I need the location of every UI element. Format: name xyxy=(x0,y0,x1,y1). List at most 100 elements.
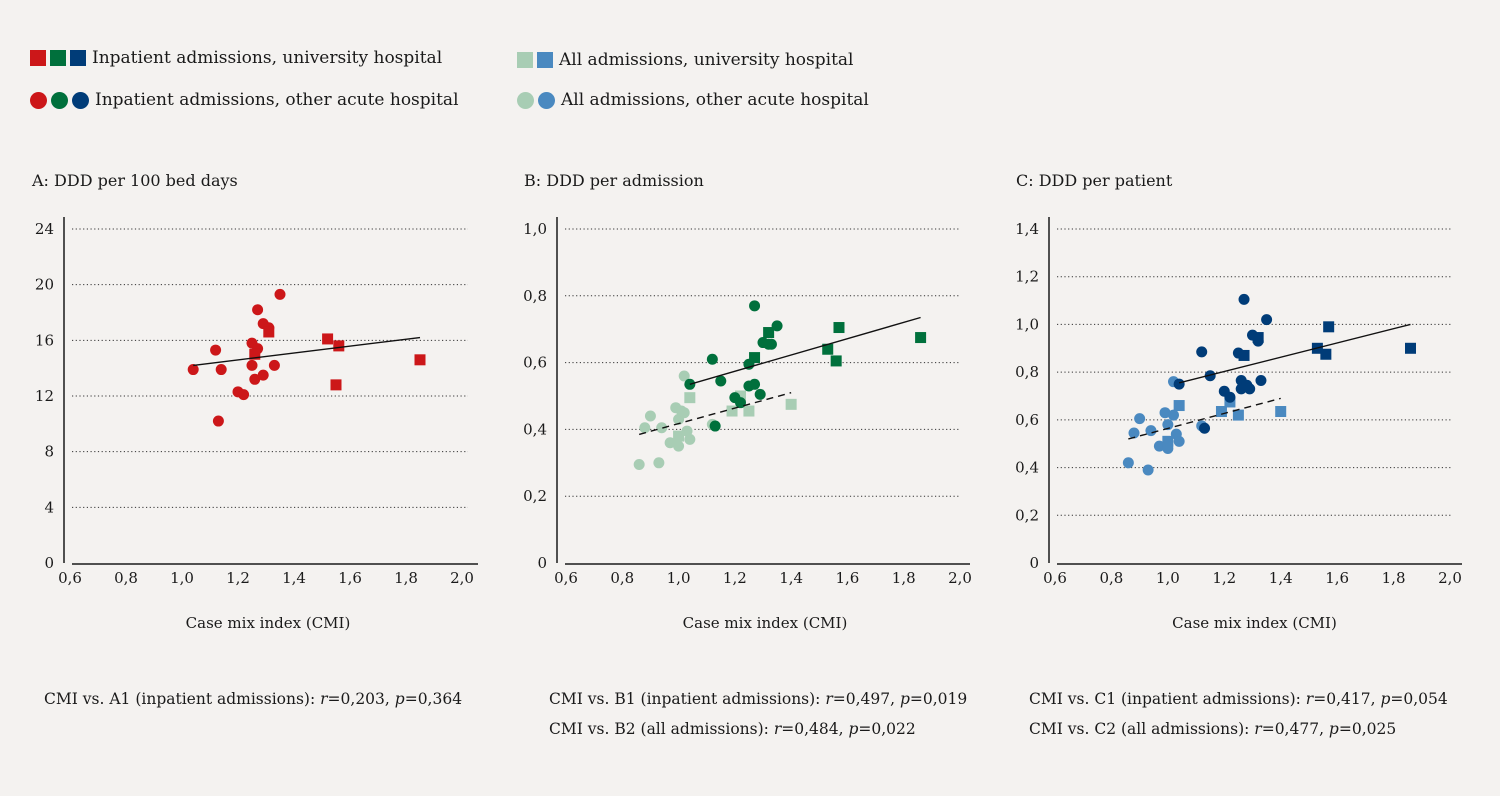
y-tick-label: 0 xyxy=(537,554,547,572)
x-tick-label: 1,4 xyxy=(282,569,306,587)
y-tick-label: 1,0 xyxy=(1015,315,1039,333)
y-tick-label: 0,2 xyxy=(523,487,547,505)
x-tick-label: 0,6 xyxy=(58,569,82,587)
data-point-circle xyxy=(678,370,690,382)
data-point-circle xyxy=(681,425,693,437)
circle-light-blue-icon xyxy=(538,91,555,109)
y-tick-label: 1,4 xyxy=(1015,220,1039,238)
data-point-circle xyxy=(1153,440,1165,452)
data-point-circle xyxy=(246,359,258,371)
y-tick-label: 16 xyxy=(35,331,54,349)
data-point-square xyxy=(734,390,746,402)
legend-item-inpatient-university: Inpatient admissions, university hospita… xyxy=(30,48,442,68)
data-point-circle xyxy=(664,437,676,449)
y-tick-label: 8 xyxy=(44,443,54,461)
data-point-square xyxy=(1238,349,1250,361)
square-blue-icon xyxy=(70,50,86,66)
panel-c-note-1: CMI vs. C1 (inpatient admissions): r=0,4… xyxy=(1029,690,1448,708)
x-tick-label: 2,0 xyxy=(450,569,474,587)
data-point-circle xyxy=(1224,391,1236,403)
x-tick-label: 1,6 xyxy=(1325,569,1349,587)
data-point-circle xyxy=(706,353,718,365)
panel-c-note-2: CMI vs. C2 (all admissions): r=0,477, p=… xyxy=(1029,720,1397,738)
y-tick-label: 0 xyxy=(1029,554,1039,572)
data-point-circle xyxy=(252,304,264,316)
data-point-circle xyxy=(1128,427,1140,439)
data-point-circle xyxy=(715,375,727,387)
data-point-circle xyxy=(1196,346,1208,358)
panel-a-note-1: CMI vs. A1 (inpatient admissions): r=0,2… xyxy=(44,690,463,708)
data-point-circle xyxy=(644,410,656,422)
panel-a-title: A: DDD per 100 bed days xyxy=(32,171,238,190)
data-point-square xyxy=(830,355,842,367)
data-point-circle xyxy=(1244,383,1256,395)
y-tick-label: 0,6 xyxy=(1015,411,1039,429)
data-point-square xyxy=(1323,321,1335,333)
data-point-square xyxy=(333,340,345,352)
data-point-circle xyxy=(1162,419,1174,431)
data-point-square xyxy=(330,379,342,391)
square-green-icon xyxy=(50,50,66,66)
data-point-circle xyxy=(765,338,777,350)
x-tick-label: 2,0 xyxy=(948,569,972,587)
data-point-circle xyxy=(749,378,761,390)
square-red-icon xyxy=(30,50,46,66)
dashed-trendline xyxy=(638,391,792,436)
panel-b-note-2: CMI vs. B2 (all admissions): r=0,484, p=… xyxy=(549,720,916,738)
data-point-square xyxy=(1320,348,1332,360)
data-point-circle xyxy=(678,407,690,419)
data-point-circle xyxy=(1199,422,1211,434)
data-point-square xyxy=(414,354,426,366)
x-tick-label: 1,4 xyxy=(1269,569,1293,587)
y-tick-label: 0,4 xyxy=(523,420,547,438)
x-tick-label: 1,2 xyxy=(1212,569,1236,587)
legend-item-all-other: All admissions, other acute hospital xyxy=(517,90,869,110)
data-point-circle xyxy=(734,397,746,409)
legend-label: Inpatient admissions, other acute hospit… xyxy=(95,90,459,110)
data-point-square xyxy=(726,405,738,417)
panel-b-title: B: DDD per admission xyxy=(524,171,704,190)
x-axis-label: Case mix index (CMI) xyxy=(186,614,351,632)
data-point-square xyxy=(673,430,685,442)
y-tick-label: 20 xyxy=(35,276,54,294)
data-point-circle xyxy=(754,388,766,400)
data-point-circle xyxy=(653,457,665,469)
panel-c-title: C: DDD per patient xyxy=(1016,171,1173,190)
legend-item-inpatient-other: Inpatient admissions, other acute hospit… xyxy=(30,90,459,110)
data-point-circle xyxy=(749,300,761,312)
x-tick-label: 1,2 xyxy=(226,569,250,587)
x-axis-label: Case mix index (CMI) xyxy=(1172,614,1337,632)
data-point-circle xyxy=(187,364,199,376)
x-tick-label: 1,0 xyxy=(667,569,691,587)
data-point-square xyxy=(743,405,755,417)
legend-label: All admissions, university hospital xyxy=(559,50,854,70)
x-tick-label: 1,8 xyxy=(1382,569,1406,587)
x-tick-label: 0,8 xyxy=(610,569,634,587)
data-point-circle xyxy=(1142,464,1154,476)
data-point-circle xyxy=(238,389,250,401)
y-tick-label: 0,8 xyxy=(523,287,547,305)
data-point-square xyxy=(684,392,696,404)
data-point-circle xyxy=(673,440,685,452)
data-point-circle xyxy=(257,369,269,381)
circle-light-green-icon xyxy=(517,91,534,109)
data-point-circle xyxy=(268,359,280,371)
data-point-square xyxy=(1275,406,1287,418)
x-tick-label: 0,8 xyxy=(114,569,138,587)
data-point-circle xyxy=(1173,378,1185,390)
circle-red-icon xyxy=(30,91,47,109)
data-point-circle xyxy=(249,373,261,385)
data-point-square xyxy=(785,398,797,410)
data-point-circle xyxy=(1168,409,1179,421)
y-tick-label: 0 xyxy=(44,554,54,572)
x-tick-label: 1,4 xyxy=(779,569,803,587)
data-point-circle xyxy=(709,420,721,432)
data-point-circle xyxy=(1173,435,1185,447)
y-tick-label: 1,2 xyxy=(1015,268,1039,286)
data-point-circle xyxy=(639,422,651,434)
data-point-circle xyxy=(212,415,224,427)
y-tick-label: 24 xyxy=(35,220,54,238)
y-tick-label: 0,8 xyxy=(1015,363,1039,381)
data-point-circle xyxy=(1238,293,1250,305)
data-point-circle xyxy=(215,364,227,376)
